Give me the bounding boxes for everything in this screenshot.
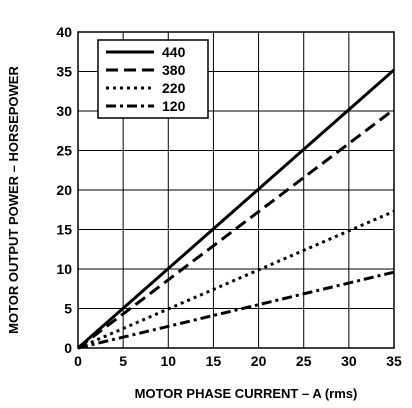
legend: 440 380 220 120 <box>97 39 209 119</box>
x-tick-label: 10 <box>160 353 176 369</box>
y-tick-label: 5 <box>64 301 72 317</box>
legend-label-220: 220 <box>162 80 186 96</box>
y-tick-label: 0 <box>64 340 72 356</box>
y-tick-label: 25 <box>56 143 72 159</box>
series-line-440 <box>77 68 395 350</box>
x-tick-label: 20 <box>251 353 267 369</box>
x-tick-label: 30 <box>341 353 357 369</box>
series-line-220 <box>77 209 395 350</box>
series-line-120 <box>77 270 395 350</box>
series-line-380 <box>77 108 395 350</box>
x-tick-labels: 0 5 10 15 20 25 30 35 <box>74 353 402 369</box>
y-tick-label: 15 <box>56 222 72 238</box>
y-axis-title: MOTOR OUTPUT POWER – HORSEPOWER <box>6 66 21 334</box>
x-tick-label: 25 <box>296 353 312 369</box>
x-tick-label: 0 <box>74 353 82 369</box>
series-lines <box>77 68 395 350</box>
y-tick-label: 40 <box>56 24 72 40</box>
x-tick-label: 5 <box>119 353 127 369</box>
x-axis-title: MOTOR PHASE CURRENT – A (rms) <box>135 386 358 401</box>
legend-label-380: 380 <box>162 62 186 78</box>
y-tick-label: 20 <box>56 182 72 198</box>
legend-label-440: 440 <box>162 44 186 60</box>
legend-label-120: 120 <box>162 98 186 114</box>
y-tick-label: 30 <box>56 103 72 119</box>
x-tick-label: 15 <box>206 353 222 369</box>
plot-frame <box>77 31 395 349</box>
y-tick-label: 35 <box>56 64 72 80</box>
y-tick-labels: 0 5 10 15 20 25 30 35 40 <box>56 24 72 356</box>
x-tick-label: 35 <box>386 353 402 369</box>
y-tick-label: 10 <box>56 261 72 277</box>
